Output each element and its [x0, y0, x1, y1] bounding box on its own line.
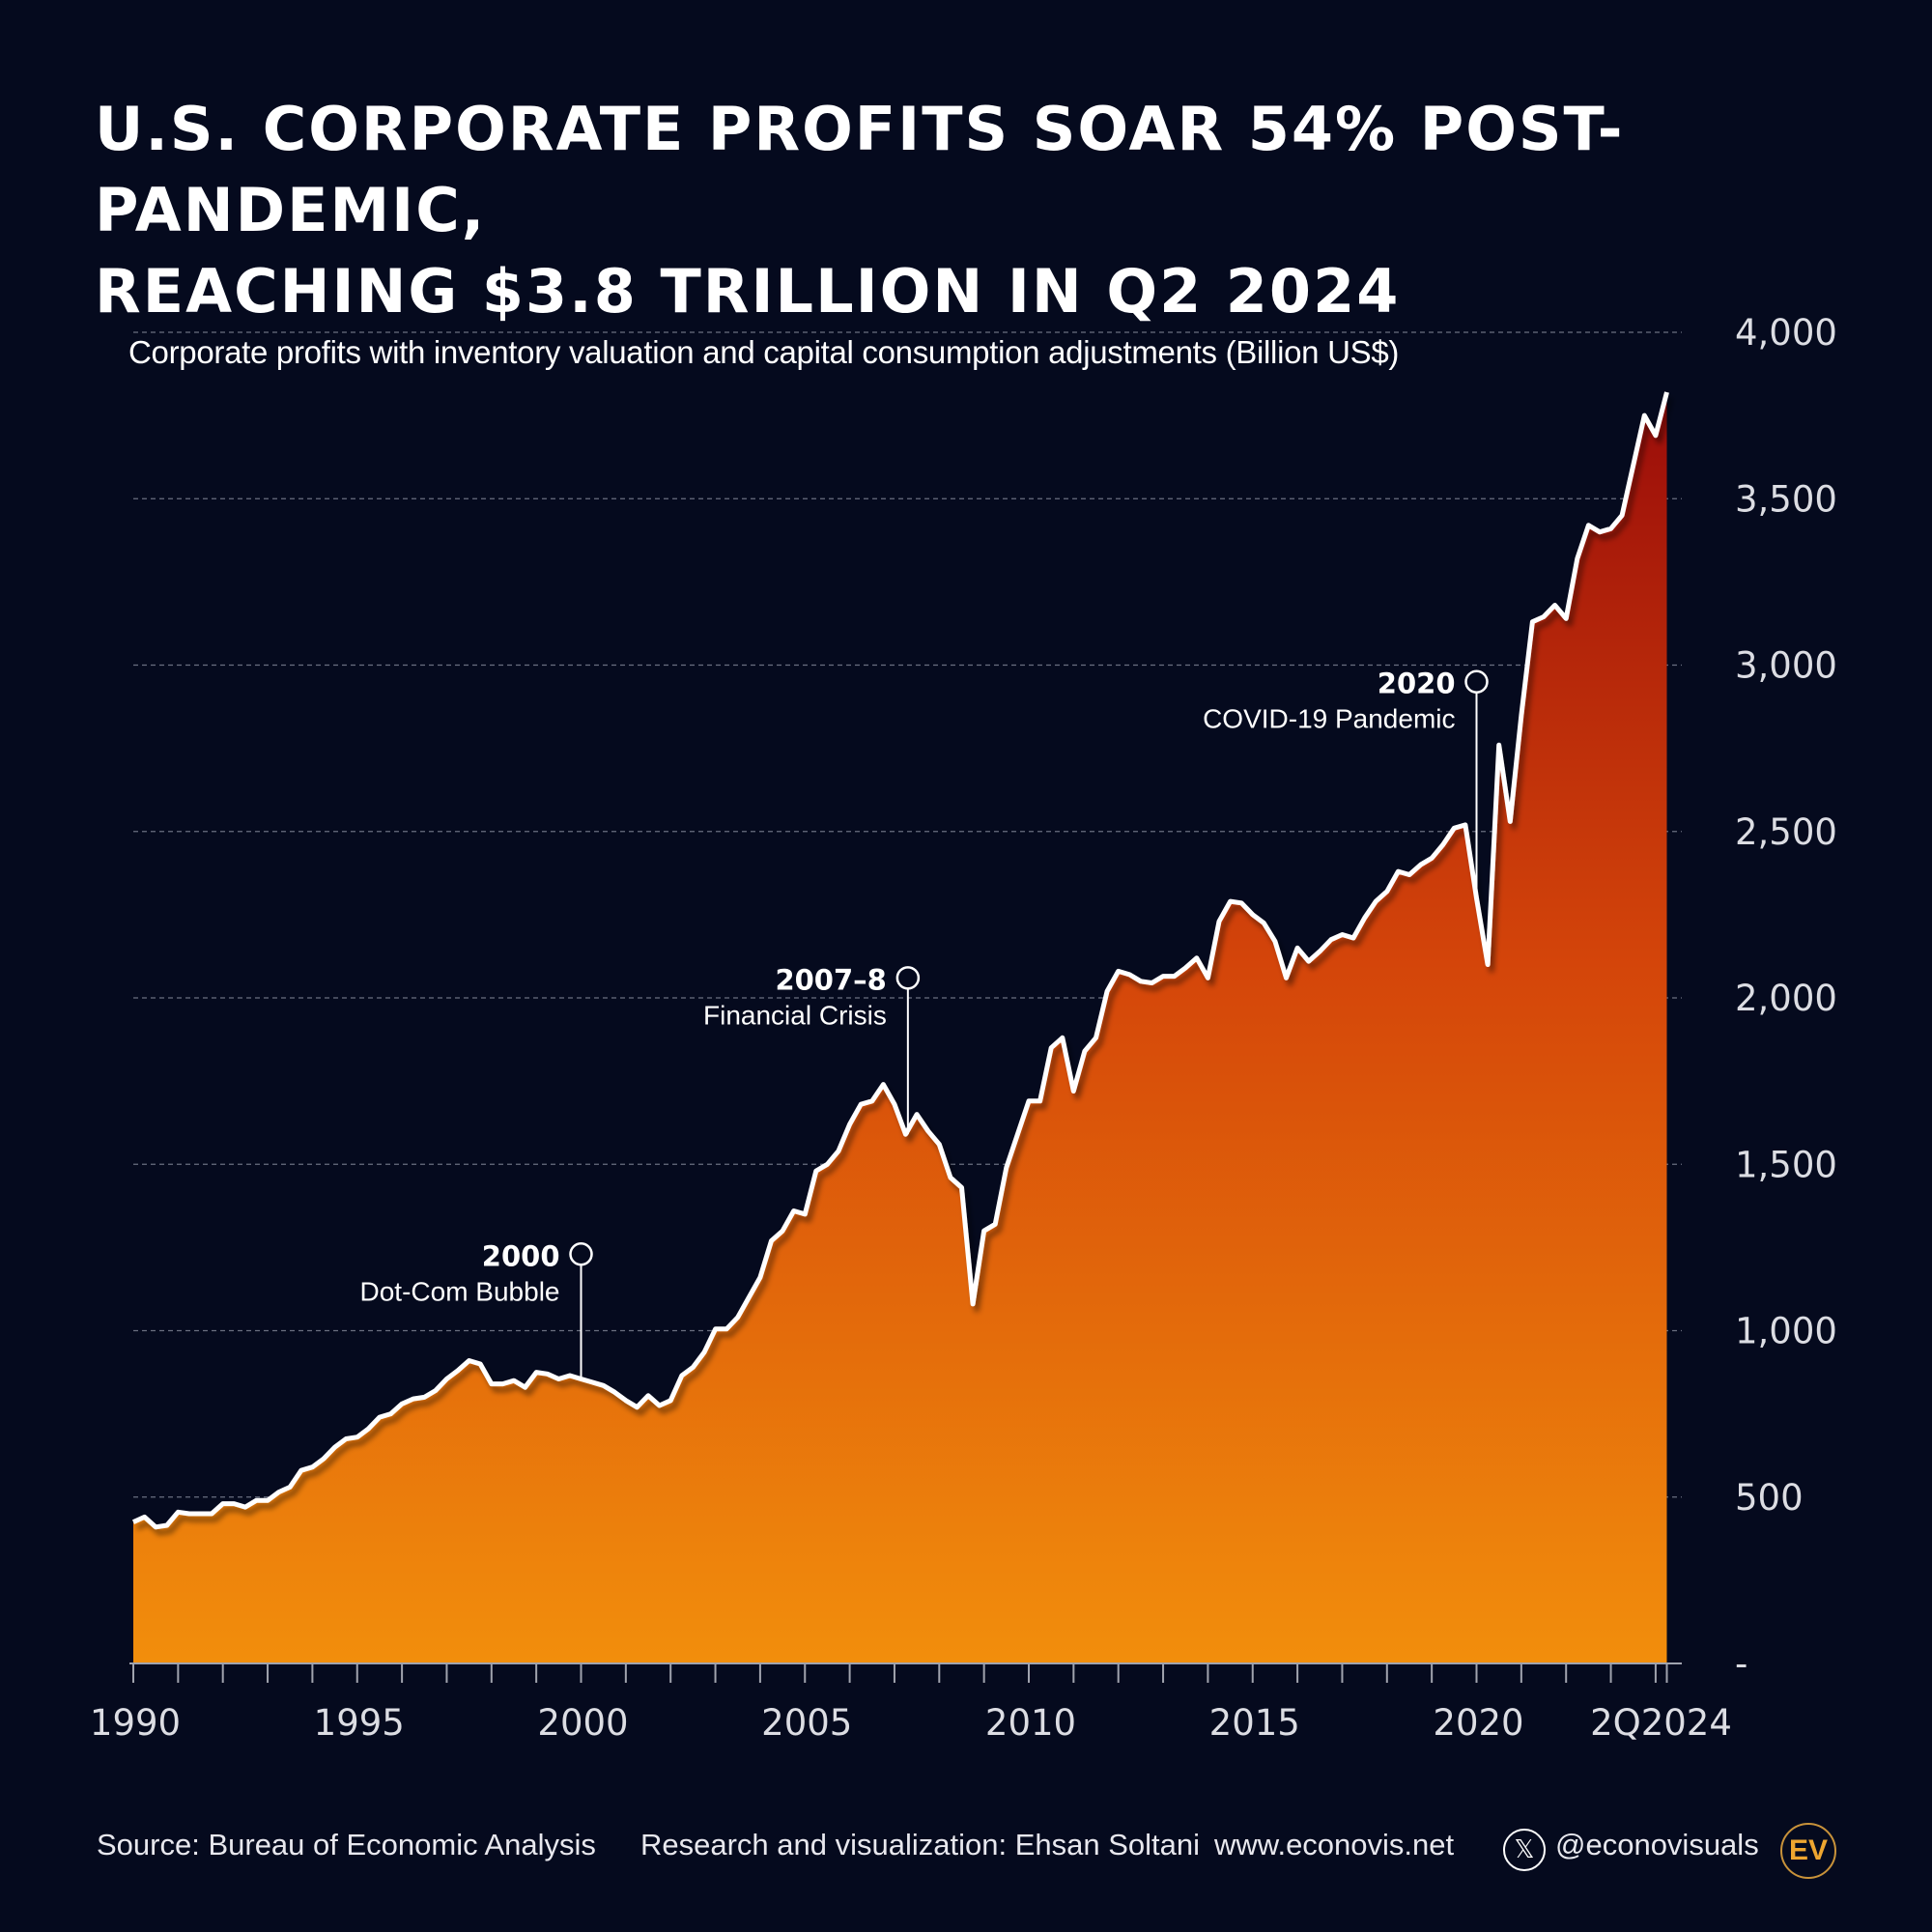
annotation-label: 2000 [482, 1239, 560, 1272]
title-line-1: U.S. Corporate Profits Soar 54% Post-Pan… [95, 94, 1625, 245]
x-tick-label: 1990 [90, 1702, 181, 1744]
y-tick-label: 1,000 [1735, 1311, 1837, 1352]
y-tick-label: 500 [1735, 1477, 1804, 1519]
annotation-label: 2007–8 [775, 963, 886, 996]
chart-title: U.S. Corporate Profits Soar 54% Post-Pan… [95, 89, 1932, 332]
annotation-marker-icon [569, 1242, 593, 1266]
y-tick-label: 1,500 [1735, 1144, 1837, 1185]
x-tick-label: 2Q2024 [1590, 1702, 1732, 1744]
y-tick-label: 2,000 [1735, 978, 1837, 1019]
profits-line [131, 391, 1669, 1530]
annotation-text: Financial Crisis [703, 1000, 887, 1030]
social-handle[interactable]: @econovisuals [1555, 1828, 1759, 1861]
annotation-marker-icon [895, 966, 921, 990]
y-tick-label: 3,000 [1735, 645, 1837, 687]
x-tick-label: 2005 [761, 1702, 852, 1744]
source-text: Source: Bureau of Economic Analysis [97, 1828, 596, 1861]
econovis-logo: EV [1780, 1823, 1836, 1879]
y-tick-label: 3,500 [1735, 478, 1837, 520]
annotation-text: Dot-Com Bubble [360, 1276, 560, 1306]
x-tick-label: 2020 [1433, 1702, 1523, 1744]
x-tick-label: 2015 [1209, 1702, 1300, 1744]
website-link[interactable]: www.econovis.net [1214, 1828, 1455, 1861]
x-tick-label: 2000 [537, 1702, 628, 1744]
x-tick-label: 1995 [314, 1702, 405, 1744]
credit-text: Research and visualization: Ehsan Soltan… [640, 1828, 1201, 1861]
annotation-label: 2020 [1378, 668, 1456, 700]
chart-subtitle: Corporate profits with inventory valuati… [128, 334, 1400, 370]
x-twitter-icon[interactable]: 𝕏 [1503, 1829, 1546, 1871]
y-tick-label: 2,500 [1735, 811, 1837, 853]
profits-area [133, 392, 1667, 1663]
annotation-text: COVID-19 Pandemic [1203, 704, 1455, 734]
annotation-marker-icon [1464, 669, 1489, 694]
y-tick-label: 4,000 [1735, 312, 1837, 354]
title-line-2: Reaching $3.8 Trillion in Q2 2024 [95, 256, 1401, 327]
y-tick-label: - [1735, 1643, 1747, 1685]
x-tick-label: 2010 [985, 1702, 1076, 1744]
